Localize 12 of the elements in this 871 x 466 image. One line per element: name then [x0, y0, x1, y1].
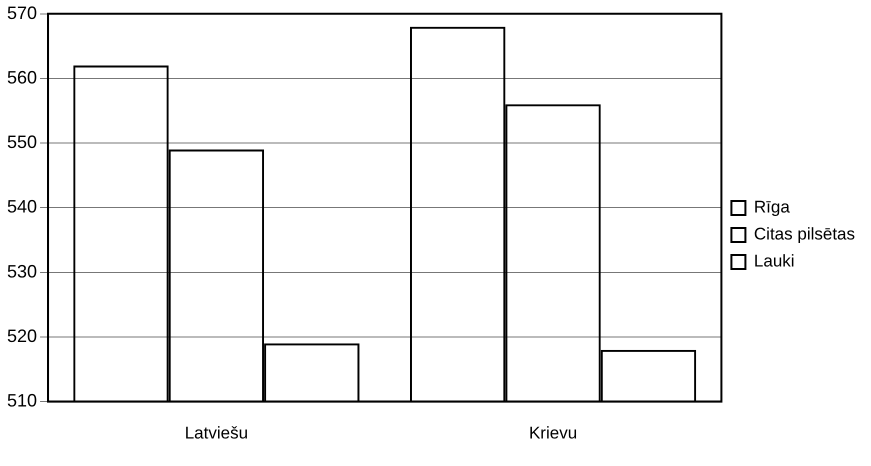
y-tick-label: 540	[6, 196, 38, 217]
y-tick-label: 520	[6, 326, 38, 346]
y-tick-label: 560	[6, 67, 38, 88]
legend-label: Citas pilsētas	[754, 224, 856, 244]
legend-label: Lauki	[754, 252, 795, 271]
legend-label: Rīga	[754, 198, 790, 217]
y-tick-label: 570	[6, 2, 38, 23]
x-tick-label: Krievu	[528, 423, 578, 442]
y-tick-label: 550	[6, 132, 38, 152]
x-tick-label: Latviešu	[184, 423, 248, 442]
y-tick-label: 530	[6, 261, 38, 282]
y-tick-label: 510	[6, 390, 38, 411]
